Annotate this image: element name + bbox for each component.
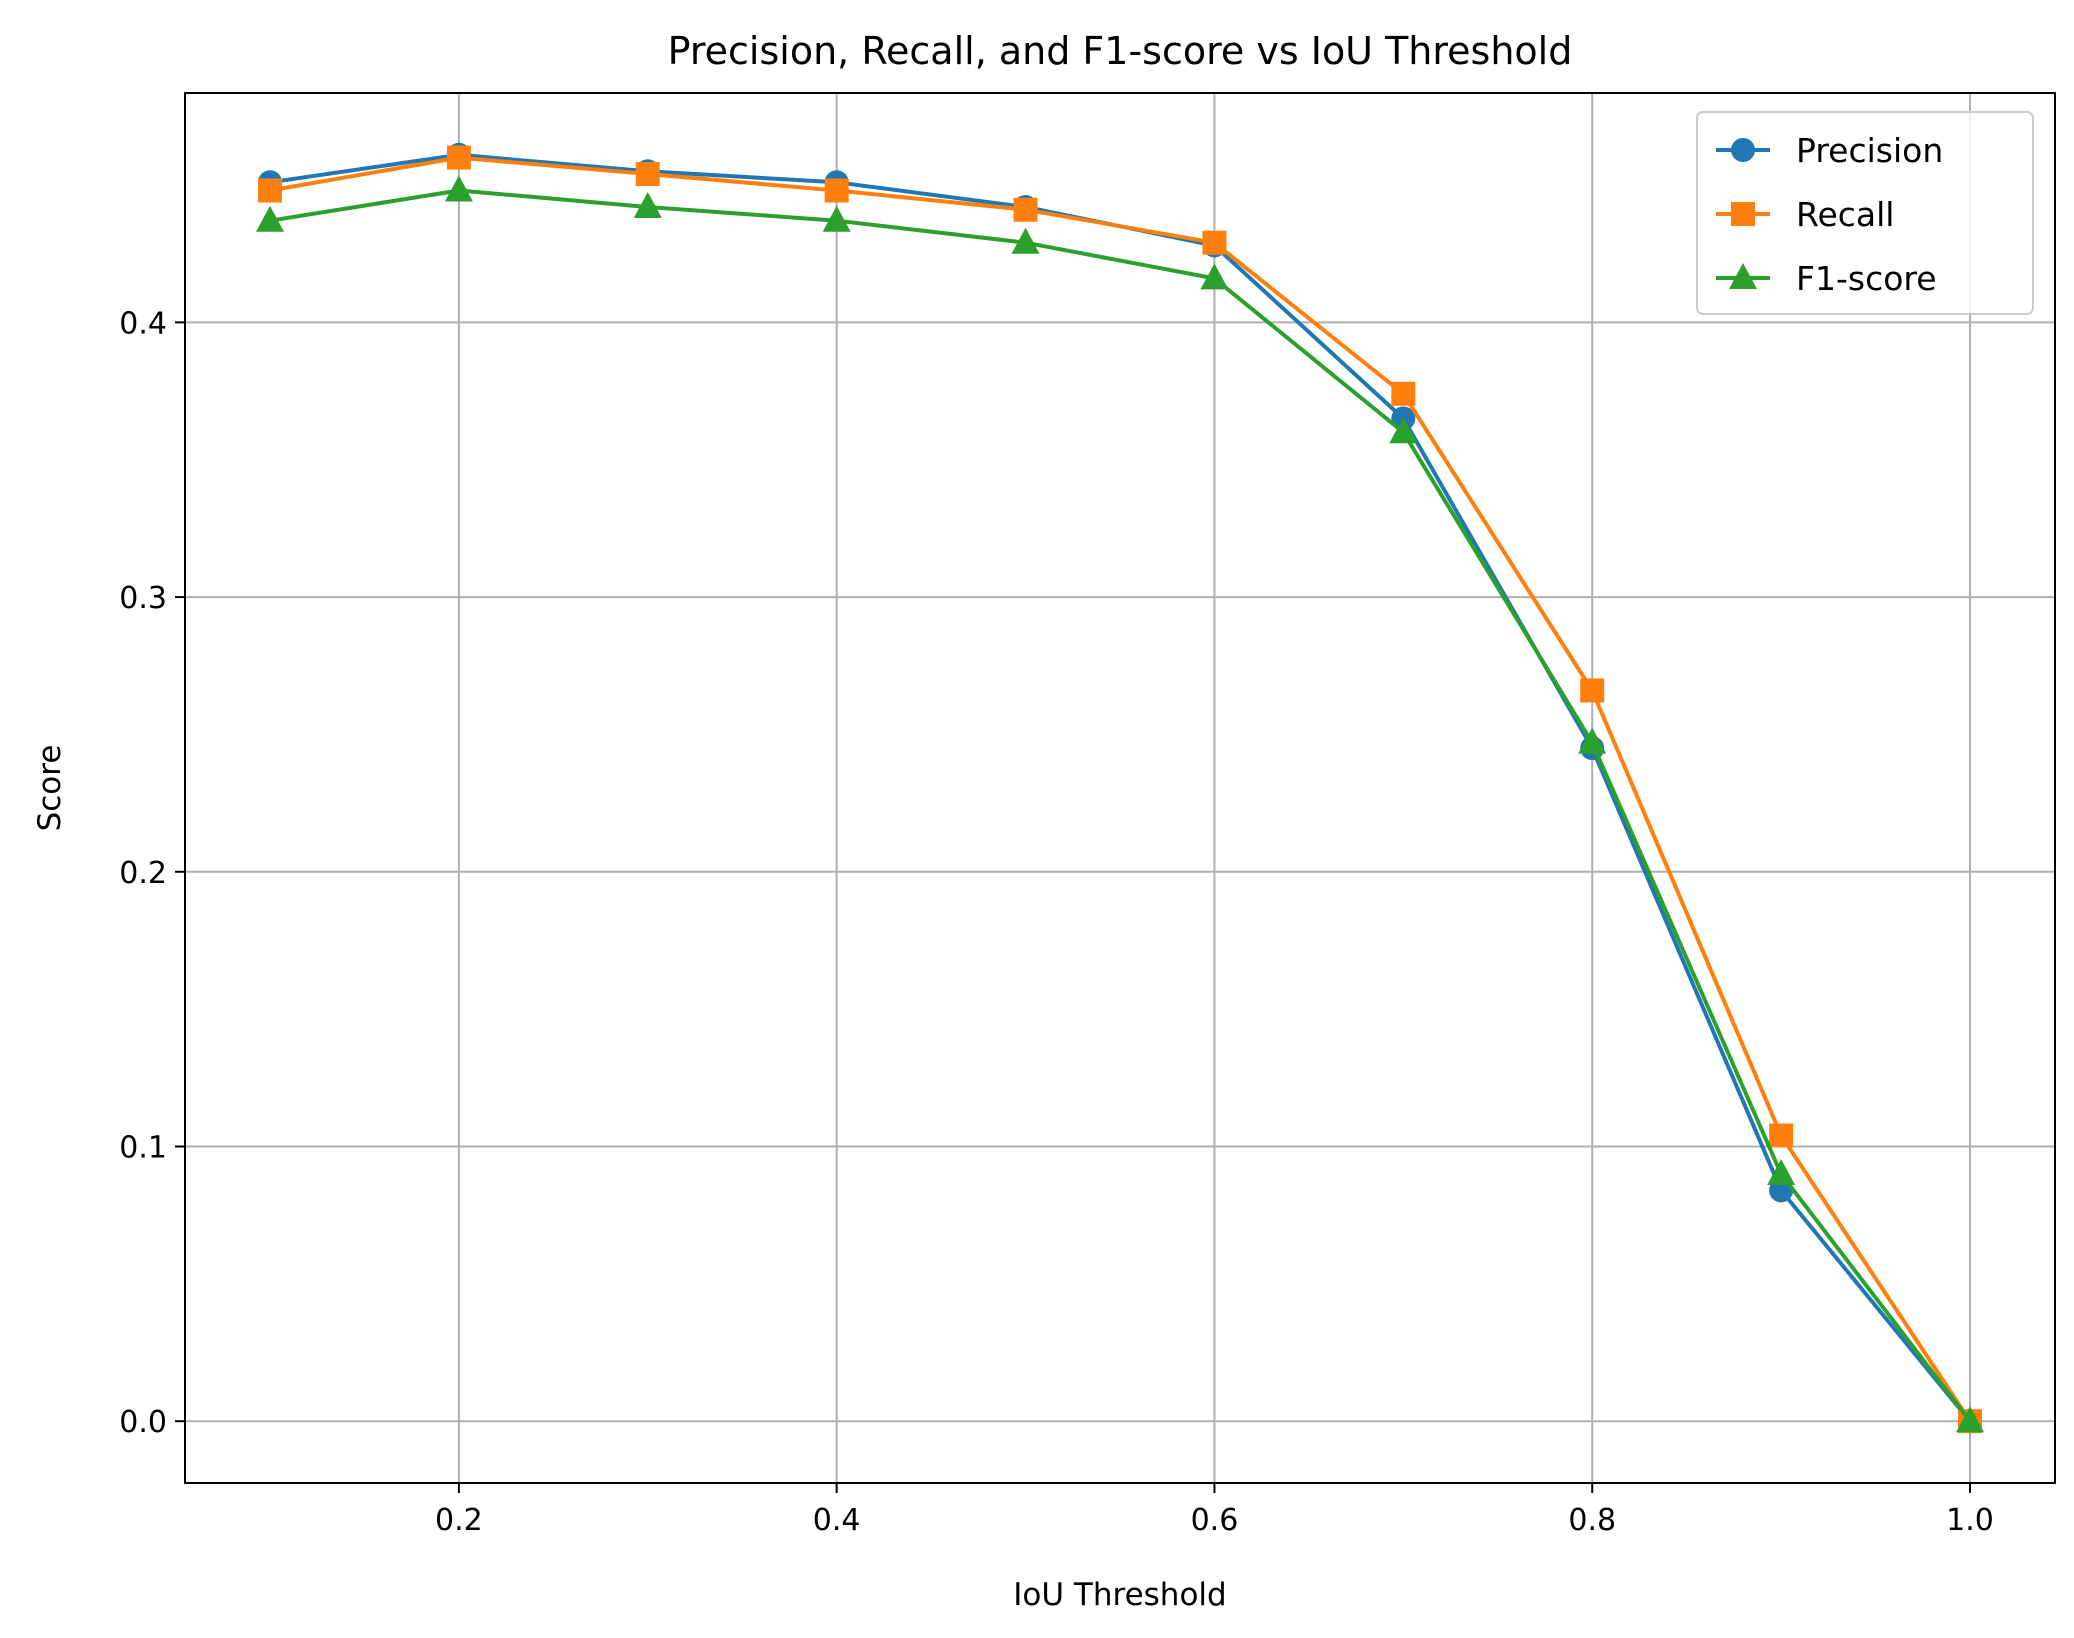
- x-tick-label: 0.2: [435, 1503, 483, 1538]
- y-tick-label: 0.4: [119, 306, 167, 341]
- legend-label-f1-score: F1-score: [1796, 259, 1937, 298]
- recall-point: [635, 162, 660, 187]
- y-axis-label: Score: [32, 745, 68, 832]
- recall-point: [1013, 197, 1038, 222]
- legend-entry-recall: Recall: [1716, 195, 1894, 234]
- axis-ticks: 0.2 0.4 0.6 0.8 1.0 0.0 0.1 0.2 0.3 0.4: [119, 306, 1994, 1538]
- chart-title: Precision, Recall, and F1-score vs IoU T…: [668, 29, 1573, 73]
- legend-marker-f1-score: [1729, 263, 1757, 289]
- legend-label-precision: Precision: [1796, 131, 1943, 170]
- x-axis-label: IoU Threshold: [1013, 1577, 1226, 1613]
- f1-score-point: [822, 205, 851, 232]
- recall-point: [1202, 230, 1227, 255]
- f1-score-point: [1956, 1406, 1984, 1433]
- recall-point: [446, 145, 471, 170]
- legend-label-recall: Recall: [1796, 195, 1894, 234]
- f1-score-point: [1200, 263, 1229, 290]
- recall-point: [1580, 678, 1605, 703]
- x-tick-label: 0.4: [813, 1503, 861, 1538]
- recall-line: [269, 155, 1972, 1423]
- f1-score-point: [1578, 727, 1607, 754]
- f1-score-point: [256, 205, 284, 232]
- f1-score-point: [633, 192, 662, 219]
- f1-score-point: [1011, 227, 1040, 254]
- legend: Precision Recall F1-score: [1696, 111, 2034, 315]
- plot-frame: [184, 92, 2056, 1484]
- y-tick-label: 0.1: [119, 1130, 167, 1165]
- recall-point: [1769, 1123, 1794, 1148]
- legend-marker-precision: [1731, 138, 1755, 162]
- recall-point: [1391, 381, 1416, 406]
- grid: [185, 93, 2055, 1483]
- series-f1-score: [256, 175, 1984, 1433]
- x-tick-label: 0.8: [1568, 1503, 1616, 1538]
- y-tick-label: 0.3: [119, 581, 167, 616]
- series-layer: [256, 142, 1984, 1434]
- f1-score-point: [444, 175, 473, 202]
- legend-box: [1696, 111, 2034, 315]
- f1-score-point: [1767, 1158, 1796, 1185]
- y-tick-label: 0.2: [119, 856, 167, 891]
- recall-point: [258, 178, 282, 203]
- y-tick-label: 0.0: [119, 1405, 167, 1440]
- x-tick-label: 0.6: [1191, 1503, 1239, 1538]
- legend-entry-precision: Precision: [1716, 131, 1943, 170]
- recall-point: [824, 178, 849, 203]
- f1-score-point: [1389, 417, 1418, 444]
- legend-entry-f1-score: F1-score: [1716, 259, 1937, 298]
- legend-marker-recall: [1731, 202, 1755, 226]
- x-tick-label: 1.0: [1946, 1503, 1994, 1538]
- f1-score-line: [269, 188, 1972, 1423]
